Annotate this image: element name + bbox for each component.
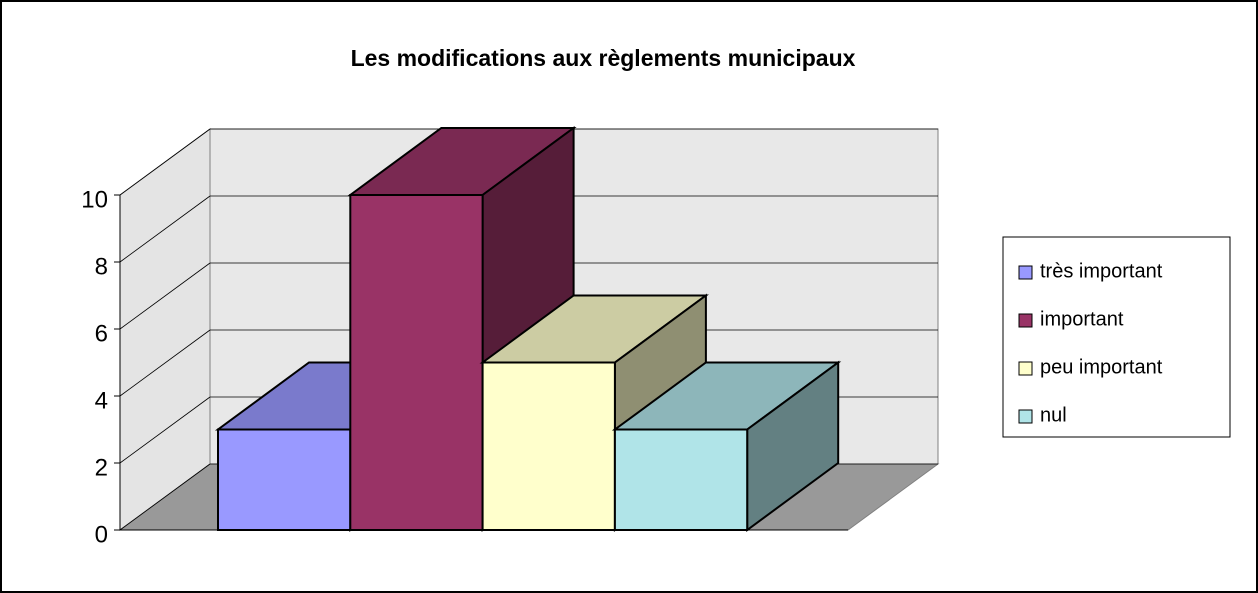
legend-label: important	[1040, 308, 1124, 330]
y-tick-label: 4	[95, 387, 108, 414]
legend-swatch	[1018, 409, 1033, 424]
y-tick-label: 0	[95, 521, 108, 548]
legend-label: peu important	[1040, 356, 1163, 378]
legend-swatch	[1018, 265, 1033, 280]
bar	[613, 428, 749, 531]
chart-title: Les modifications aux règlements municip…	[351, 45, 856, 71]
bar	[217, 428, 352, 531]
bar	[349, 194, 484, 531]
y-tick-label: 2	[95, 454, 108, 481]
bar	[481, 361, 616, 531]
legend-label: très important	[1040, 260, 1163, 282]
grid-line	[119, 128, 211, 196]
grid-line	[119, 262, 211, 330]
grid-line	[119, 195, 211, 263]
legend-swatch	[1018, 361, 1033, 376]
grid-line	[119, 463, 211, 531]
grid-line	[119, 396, 211, 464]
y-tick-label: 8	[95, 253, 108, 280]
side-wall	[119, 128, 211, 531]
grid-line	[119, 329, 211, 397]
y-tick-label: 6	[95, 320, 108, 347]
legend-box	[1002, 236, 1231, 438]
legend-label: nul	[1040, 404, 1067, 426]
y-tick-label: 10	[81, 186, 108, 213]
legend-swatch	[1018, 313, 1033, 328]
